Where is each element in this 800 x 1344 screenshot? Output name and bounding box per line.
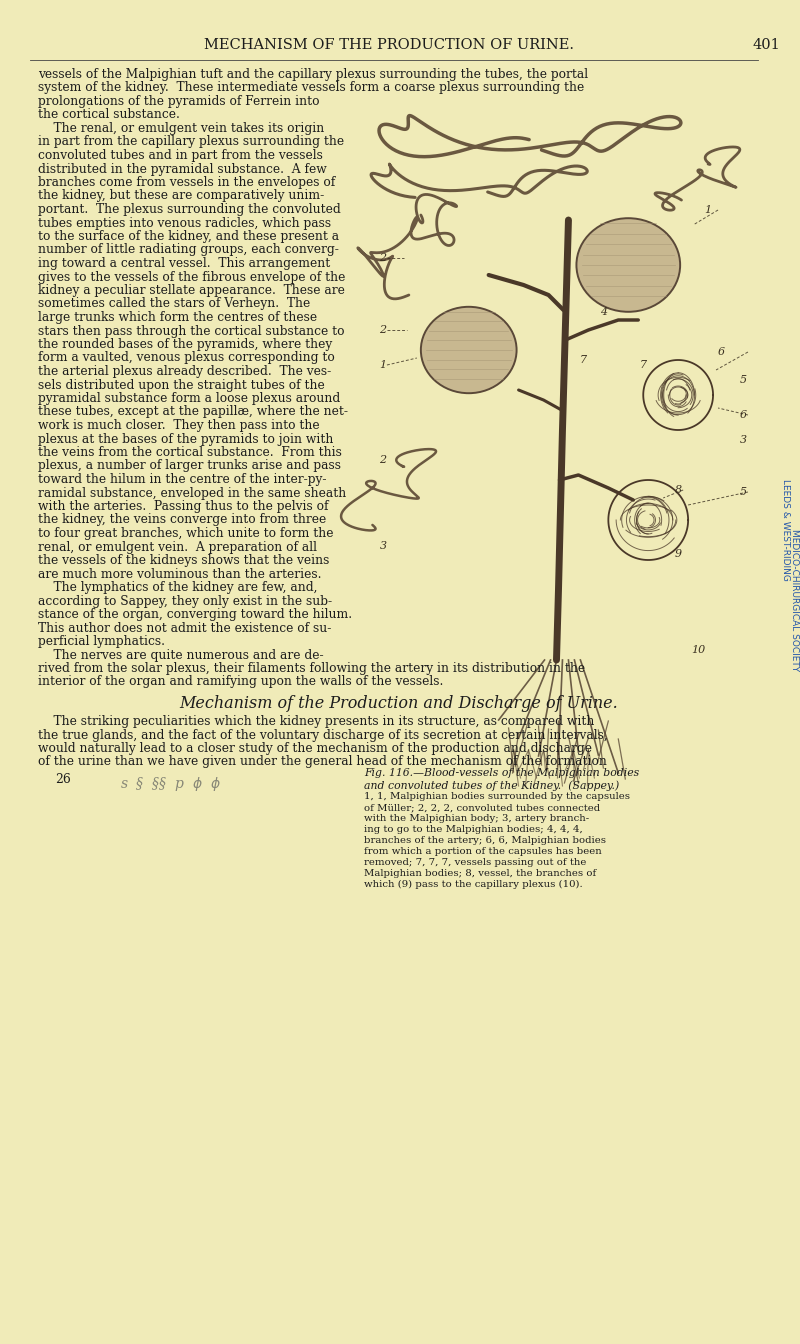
Text: 1: 1	[705, 206, 712, 215]
Text: would naturally lead to a closer study of the mechanism of the production and di: would naturally lead to a closer study o…	[38, 742, 592, 755]
Text: interior of the organ and ramifying upon the walls of the vessels.: interior of the organ and ramifying upon…	[38, 676, 443, 688]
Text: the rounded bases of the pyramids, where they: the rounded bases of the pyramids, where…	[38, 337, 332, 351]
Text: 2: 2	[379, 456, 386, 465]
Text: of the urine than we have given under the general head of the mechanism of the f: of the urine than we have given under th…	[38, 755, 606, 769]
Text: work is much closer.  They then pass into the: work is much closer. They then pass into…	[38, 419, 319, 431]
Text: 7: 7	[640, 360, 647, 370]
Text: these tubes, except at the papillæ, where the net-: these tubes, except at the papillæ, wher…	[38, 406, 348, 418]
Text: rived from the solar plexus, their filaments following the artery in its distrib: rived from the solar plexus, their filam…	[38, 663, 585, 675]
Text: the true glands, and the fact of the voluntary discharge of its secretion at cer: the true glands, and the fact of the vol…	[38, 728, 608, 742]
Text: tubes empties into venous radicles, which pass: tubes empties into venous radicles, whic…	[38, 216, 331, 230]
Text: in part from the capillary plexus surrounding the: in part from the capillary plexus surrou…	[38, 136, 344, 148]
Text: 8: 8	[674, 485, 682, 495]
Text: vessels of the Malpighian tuft and the capillary plexus surrounding the tubes, t: vessels of the Malpighian tuft and the c…	[38, 69, 588, 81]
Text: the vessels of the kidneys shows that the veins: the vessels of the kidneys shows that th…	[38, 554, 330, 567]
Text: sels distributed upon the straight tubes of the: sels distributed upon the straight tubes…	[38, 379, 325, 391]
Text: kidney a peculiar stellate appearance.  These are: kidney a peculiar stellate appearance. T…	[38, 284, 345, 297]
Text: perficial lymphatics.: perficial lymphatics.	[38, 634, 165, 648]
Text: prolongations of the pyramids of Ferrein into: prolongations of the pyramids of Ferrein…	[38, 95, 319, 108]
Text: 3: 3	[379, 542, 386, 551]
Text: gives to the vessels of the fibrous envelope of the: gives to the vessels of the fibrous enve…	[38, 270, 346, 284]
Text: branches of the artery; 6, 6, Malpighian bodies: branches of the artery; 6, 6, Malpighian…	[364, 836, 606, 845]
Text: 6: 6	[718, 347, 725, 358]
Text: 5: 5	[739, 487, 746, 497]
Text: Mechanism of the Production and Discharge of Urine.: Mechanism of the Production and Discharg…	[179, 695, 618, 712]
Text: from which a portion of the capsules has been: from which a portion of the capsules has…	[364, 847, 602, 856]
Text: 2: 2	[379, 325, 386, 335]
Text: stance of the organ, converging toward the hilum.: stance of the organ, converging toward t…	[38, 607, 352, 621]
Text: stars then pass through the cortical substance to: stars then pass through the cortical sub…	[38, 324, 344, 337]
Text: portant.  The plexus surrounding the convoluted: portant. The plexus surrounding the conv…	[38, 203, 341, 216]
Text: removed; 7, 7, 7, vessels passing out of the: removed; 7, 7, 7, vessels passing out of…	[364, 857, 586, 867]
Text: are much more voluminous than the arteries.: are much more voluminous than the arteri…	[38, 567, 322, 581]
Text: system of the kidney.  These intermediate vessels form a coarse plexus surroundi: system of the kidney. These intermediate…	[38, 82, 584, 94]
Text: 401: 401	[753, 38, 781, 52]
Text: 6: 6	[739, 410, 746, 419]
Text: renal, or emulgent vein.  A preparation of all: renal, or emulgent vein. A preparation o…	[38, 540, 317, 554]
Text: to four great branches, which unite to form the: to four great branches, which unite to f…	[38, 527, 334, 540]
Text: The striking peculiarities which the kidney presents in its structure, as compar: The striking peculiarities which the kid…	[38, 715, 594, 728]
Text: This author does not admit the existence of su-: This author does not admit the existence…	[38, 621, 331, 634]
Text: The lymphatics of the kidney are few, and,: The lymphatics of the kidney are few, an…	[38, 581, 318, 594]
Text: 2: 2	[379, 253, 386, 263]
Text: 1: 1	[379, 360, 386, 370]
Text: 9: 9	[674, 548, 682, 559]
Text: The nerves are quite numerous and are de-: The nerves are quite numerous and are de…	[38, 649, 323, 661]
Text: large trunks which form the centres of these: large trunks which form the centres of t…	[38, 310, 317, 324]
Text: the kidney, the veins converge into from three: the kidney, the veins converge into from…	[38, 513, 326, 527]
Text: the veins from the cortical substance.  From this: the veins from the cortical substance. F…	[38, 446, 342, 460]
Text: Malpighian bodies; 8, vessel, the branches of: Malpighian bodies; 8, vessel, the branch…	[364, 870, 596, 878]
Text: sometimes called the stars of Verheyn.  The: sometimes called the stars of Verheyn. T…	[38, 297, 310, 310]
Text: and convoluted tubes of the Kidney.  (Sappey.): and convoluted tubes of the Kidney. (Sap…	[364, 780, 619, 790]
Text: 5: 5	[739, 375, 746, 384]
Ellipse shape	[421, 306, 517, 394]
Text: form a vaulted, venous plexus corresponding to: form a vaulted, venous plexus correspond…	[38, 352, 334, 364]
Text: the arterial plexus already described.  The ves-: the arterial plexus already described. T…	[38, 366, 331, 378]
Text: the cortical substance.: the cortical substance.	[38, 109, 180, 121]
Text: MECHANISM OF THE PRODUCTION OF URINE.: MECHANISM OF THE PRODUCTION OF URINE.	[204, 38, 574, 52]
Text: with the arteries.  Passing thus to the pelvis of: with the arteries. Passing thus to the p…	[38, 500, 328, 513]
Text: branches come from vessels in the envelopes of: branches come from vessels in the envelo…	[38, 176, 335, 190]
Text: of Müller; 2, 2, 2, convoluted tubes connected: of Müller; 2, 2, 2, convoluted tubes con…	[364, 802, 600, 812]
Text: LEEDS & WEST-RIDING: LEEDS & WEST-RIDING	[782, 478, 790, 581]
Text: to the surface of the kidney, and these present a: to the surface of the kidney, and these …	[38, 230, 339, 243]
Text: s  §  §§  p  $\phi$  $\phi$: s § §§ p $\phi$ $\phi$	[120, 775, 221, 793]
Ellipse shape	[577, 218, 680, 312]
Text: 1, 1, Malpighian bodies surrounded by the capsules: 1, 1, Malpighian bodies surrounded by th…	[364, 792, 630, 801]
Text: Fig. 116.—Blood-vessels of the Malpighian bodies: Fig. 116.—Blood-vessels of the Malpighia…	[364, 767, 639, 778]
Text: toward the hilum in the centre of the inter-py-: toward the hilum in the centre of the in…	[38, 473, 326, 487]
Text: according to Sappey, they only exist in the sub-: according to Sappey, they only exist in …	[38, 594, 332, 607]
Text: with the Malpighian body; 3, artery branch-: with the Malpighian body; 3, artery bran…	[364, 814, 589, 823]
Text: 4: 4	[600, 306, 607, 317]
Text: 26: 26	[55, 773, 70, 786]
Text: plexus, a number of larger trunks arise and pass: plexus, a number of larger trunks arise …	[38, 460, 341, 473]
Text: convoluted tubes and in part from the vessels: convoluted tubes and in part from the ve…	[38, 149, 322, 163]
Text: 7: 7	[580, 355, 587, 366]
Text: 10: 10	[691, 645, 706, 655]
Text: MEDICO-CHIRURGICAL SOCIETY: MEDICO-CHIRURGICAL SOCIETY	[790, 530, 799, 671]
Text: plexus at the bases of the pyramids to join with: plexus at the bases of the pyramids to j…	[38, 433, 334, 445]
Text: number of little radiating groups, each converg-: number of little radiating groups, each …	[38, 243, 338, 257]
Text: ing toward a central vessel.  This arrangement: ing toward a central vessel. This arrang…	[38, 257, 330, 270]
Text: ramidal substance, enveloped in the same sheath: ramidal substance, enveloped in the same…	[38, 487, 346, 500]
Text: ing to go to the Malpighian bodies; 4, 4, 4,: ing to go to the Malpighian bodies; 4, 4…	[364, 825, 582, 835]
Text: 3: 3	[739, 435, 746, 445]
Text: pyramidal substance form a loose plexus around: pyramidal substance form a loose plexus …	[38, 392, 340, 405]
Text: which (9) pass to the capillary plexus (10).: which (9) pass to the capillary plexus (…	[364, 880, 582, 890]
Text: the kidney, but these are comparatively unim-: the kidney, but these are comparatively …	[38, 190, 324, 203]
Text: distributed in the pyramidal substance.  A few: distributed in the pyramidal substance. …	[38, 163, 326, 176]
Text: The renal, or emulgent vein takes its origin: The renal, or emulgent vein takes its or…	[38, 122, 324, 134]
